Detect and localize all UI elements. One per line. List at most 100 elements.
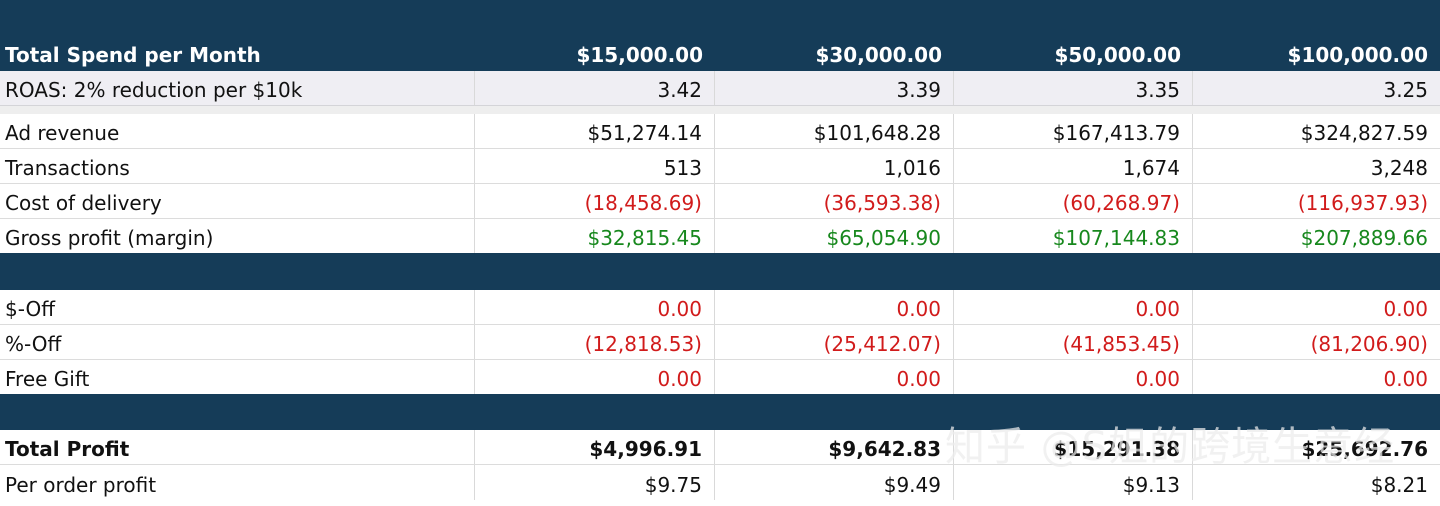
roas-cell-3[interactable]: 3.35 xyxy=(954,71,1193,105)
per-order-profit-cell-1[interactable]: $9.75 xyxy=(475,465,715,500)
header-col-3[interactable]: $50,000.00 xyxy=(954,0,1193,71)
transactions-value-2: 1,016 xyxy=(883,156,941,180)
cost-of-delivery-label: Cost of delivery xyxy=(5,191,162,215)
per-order-profit-cell-4[interactable]: $8.21 xyxy=(1193,465,1440,500)
dollar-off-label-cell[interactable]: $-Off xyxy=(0,290,475,324)
transactions-cell-1[interactable]: 513 xyxy=(475,149,715,183)
roas-label-cell[interactable]: ROAS: 2% reduction per $10k xyxy=(0,71,475,105)
header-col-3-value: $50,000.00 xyxy=(1054,43,1181,67)
roas-label: ROAS: 2% reduction per $10k xyxy=(5,78,303,102)
roas-value-2: 3.39 xyxy=(896,78,941,102)
per-order-profit-value-3: $9.13 xyxy=(1122,473,1180,497)
dollar-off-cell-3[interactable]: 0.00 xyxy=(954,290,1193,324)
cost-of-delivery-value-1: (18,458.69) xyxy=(584,191,702,215)
gross-profit-cell-1[interactable]: $32,815.45 xyxy=(475,219,715,253)
total-profit-cell-4[interactable]: $25,692.76 xyxy=(1193,430,1440,464)
percent-off-cell-1[interactable]: (12,818.53) xyxy=(475,325,715,359)
dollar-off-cell-1[interactable]: 0.00 xyxy=(475,290,715,324)
transactions-value-3: 1,674 xyxy=(1122,156,1180,180)
percent-off-cell-2[interactable]: (25,412.07) xyxy=(715,325,954,359)
free-gift-value-3: 0.00 xyxy=(1135,367,1180,391)
table-row-total-profit: Total Profit $4,996.91 $9,642.83 $15,291… xyxy=(0,430,1440,465)
per-order-profit-label-cell[interactable]: Per order profit xyxy=(0,465,475,500)
spacer-row xyxy=(0,106,1440,114)
header-col-1[interactable]: $15,000.00 xyxy=(475,0,715,71)
per-order-profit-cell-3[interactable]: $9.13 xyxy=(954,465,1193,500)
transactions-label-cell[interactable]: Transactions xyxy=(0,149,475,183)
roas-value-3: 3.35 xyxy=(1135,78,1180,102)
ad-revenue-value-3: $167,413.79 xyxy=(1052,121,1180,145)
free-gift-value-4: 0.00 xyxy=(1383,367,1428,391)
table-row-percent-off: %-Off (12,818.53) (25,412.07) (41,853.45… xyxy=(0,325,1440,360)
dollar-off-label: $-Off xyxy=(5,297,56,321)
header-col-4-value: $100,000.00 xyxy=(1287,43,1428,67)
roas-row: ROAS: 2% reduction per $10k 3.42 3.39 3.… xyxy=(0,71,1440,106)
free-gift-label-cell[interactable]: Free Gift xyxy=(0,360,475,394)
table-row-per-order-profit: Per order profit $9.75 $9.49 $9.13 $8.21 xyxy=(0,465,1440,500)
table-row-transactions: Transactions 513 1,016 1,674 3,248 xyxy=(0,149,1440,184)
total-profit-value-2: $9,642.83 xyxy=(828,437,941,461)
roas-value-4: 3.25 xyxy=(1383,78,1428,102)
free-gift-cell-2[interactable]: 0.00 xyxy=(715,360,954,394)
total-profit-cell-1[interactable]: $4,996.91 xyxy=(475,430,715,464)
gross-profit-cell-2[interactable]: $65,054.90 xyxy=(715,219,954,253)
per-order-profit-value-1: $9.75 xyxy=(644,473,702,497)
ad-revenue-label-cell[interactable]: Ad revenue xyxy=(0,114,475,148)
gross-profit-cell-4[interactable]: $207,889.66 xyxy=(1193,219,1440,253)
per-order-profit-cell-2[interactable]: $9.49 xyxy=(715,465,954,500)
transactions-cell-2[interactable]: 1,016 xyxy=(715,149,954,183)
free-gift-value-2: 0.00 xyxy=(896,367,941,391)
header-label-cell[interactable]: Total Spend per Month xyxy=(0,0,475,71)
transactions-cell-4[interactable]: 3,248 xyxy=(1193,149,1440,183)
header-col-2-value: $30,000.00 xyxy=(815,43,942,67)
free-gift-cell-4[interactable]: 0.00 xyxy=(1193,360,1440,394)
header-col-4[interactable]: $100,000.00 xyxy=(1193,0,1440,71)
gross-profit-value-3: $107,144.83 xyxy=(1052,226,1180,250)
cost-of-delivery-cell-2[interactable]: (36,593.38) xyxy=(715,184,954,218)
roas-cell-1[interactable]: 3.42 xyxy=(475,71,715,105)
free-gift-cell-3[interactable]: 0.00 xyxy=(954,360,1193,394)
cost-of-delivery-label-cell[interactable]: Cost of delivery xyxy=(0,184,475,218)
header-row: Total Spend per Month $15,000.00 $30,000… xyxy=(0,0,1440,71)
header-label: Total Spend per Month xyxy=(5,43,261,67)
transactions-value-1: 513 xyxy=(663,156,702,180)
per-order-profit-label: Per order profit xyxy=(5,473,157,497)
percent-off-value-4: (81,206.90) xyxy=(1310,332,1428,356)
dollar-off-value-3: 0.00 xyxy=(1135,297,1180,321)
percent-off-value-3: (41,853.45) xyxy=(1062,332,1180,356)
free-gift-label: Free Gift xyxy=(5,367,90,391)
gross-profit-label-cell[interactable]: Gross profit (margin) xyxy=(0,219,475,253)
section-divider-band xyxy=(0,253,1440,290)
dollar-off-cell-2[interactable]: 0.00 xyxy=(715,290,954,324)
cost-of-delivery-cell-4[interactable]: (116,937.93) xyxy=(1193,184,1440,218)
percent-off-cell-4[interactable]: (81,206.90) xyxy=(1193,325,1440,359)
cost-of-delivery-cell-3[interactable]: (60,268.97) xyxy=(954,184,1193,218)
ad-revenue-cell-4[interactable]: $324,827.59 xyxy=(1193,114,1440,148)
ad-revenue-cell-2[interactable]: $101,648.28 xyxy=(715,114,954,148)
header-col-2[interactable]: $30,000.00 xyxy=(715,0,954,71)
total-profit-cell-3[interactable]: $15,291.38 xyxy=(954,430,1193,464)
ad-revenue-cell-3[interactable]: $167,413.79 xyxy=(954,114,1193,148)
header-col-1-value: $15,000.00 xyxy=(576,43,703,67)
roas-cell-4[interactable]: 3.25 xyxy=(1193,71,1440,105)
table-row-free-gift: Free Gift 0.00 0.00 0.00 0.00 xyxy=(0,360,1440,395)
cost-of-delivery-cell-1[interactable]: (18,458.69) xyxy=(475,184,715,218)
ad-revenue-cell-1[interactable]: $51,274.14 xyxy=(475,114,715,148)
percent-off-cell-3[interactable]: (41,853.45) xyxy=(954,325,1193,359)
percent-off-value-1: (12,818.53) xyxy=(584,332,702,356)
dollar-off-cell-4[interactable]: 0.00 xyxy=(1193,290,1440,324)
total-profit-cell-2[interactable]: $9,642.83 xyxy=(715,430,954,464)
ad-revenue-label: Ad revenue xyxy=(5,121,120,145)
free-gift-value-1: 0.00 xyxy=(657,367,702,391)
roas-cell-2[interactable]: 3.39 xyxy=(715,71,954,105)
ad-revenue-value-2: $101,648.28 xyxy=(813,121,941,145)
gross-profit-value-2: $65,054.90 xyxy=(826,226,941,250)
percent-off-label-cell[interactable]: %-Off xyxy=(0,325,475,359)
total-profit-label-cell[interactable]: Total Profit xyxy=(0,430,475,464)
transactions-value-4: 3,248 xyxy=(1370,156,1428,180)
transactions-cell-3[interactable]: 1,674 xyxy=(954,149,1193,183)
gross-profit-cell-3[interactable]: $107,144.83 xyxy=(954,219,1193,253)
table-row-gross-profit: Gross profit (margin) $32,815.45 $65,054… xyxy=(0,219,1440,254)
free-gift-cell-1[interactable]: 0.00 xyxy=(475,360,715,394)
